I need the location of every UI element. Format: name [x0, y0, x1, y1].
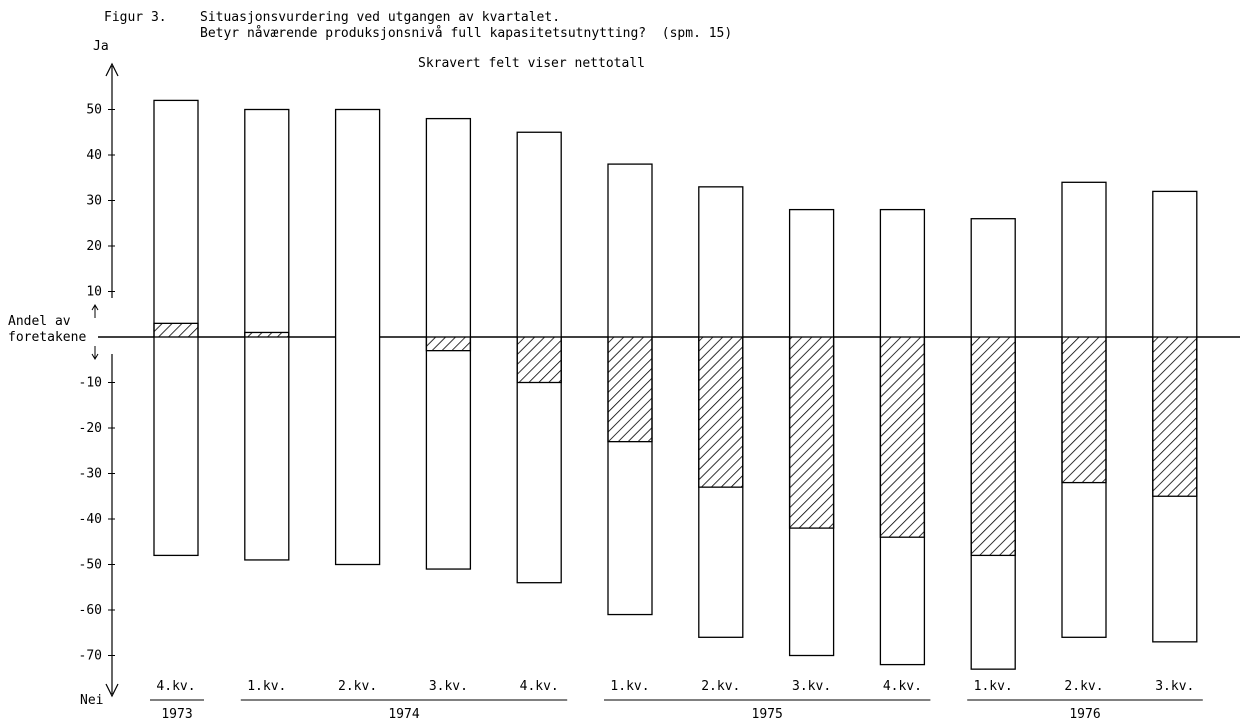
quarter-label: 4.kv. [156, 679, 195, 694]
net-hatch [1152, 336, 1198, 497]
y-tick-label: -10 [79, 376, 102, 391]
y-tick-label: 50 [86, 103, 102, 118]
net-hatch [244, 331, 290, 338]
figure-label: Figur 3. [104, 10, 167, 25]
net-hatch [425, 336, 472, 352]
year-label: 1973 [161, 707, 192, 721]
quarter-label: 2.kv. [701, 679, 740, 694]
y-axis-label-line1: Andel av [8, 314, 71, 329]
net-hatch [879, 336, 926, 538]
y-tick-label: -40 [79, 512, 102, 527]
quarter-label: 3.kv. [792, 679, 831, 694]
chart-subtitle: Betyr nåværende produksjonsnivå full kap… [200, 26, 733, 41]
y-tick-label: 20 [86, 239, 102, 254]
bars [153, 99, 1198, 670]
y-axis-top-arrow [105, 62, 119, 77]
y-tick-label: -20 [79, 421, 102, 436]
net-hatch [153, 322, 199, 338]
y-tick-label: -60 [79, 603, 102, 618]
quarter-label: 3.kv. [1155, 679, 1194, 694]
small-up-arrow-head [91, 304, 99, 311]
quarter-label: 4.kv. [520, 679, 559, 694]
net-hatch [607, 336, 653, 443]
y-tick-label: -30 [79, 467, 102, 482]
quarter-label: 2.kv. [338, 679, 377, 694]
axis-bottom-label: Nei [80, 693, 104, 708]
quarter-label: 3.kv. [429, 679, 468, 694]
quarter-label: 2.kv. [1064, 679, 1103, 694]
small-down-arrow-head [91, 353, 99, 360]
y-tick-label: 40 [86, 148, 102, 163]
x-labels: 4.kv. 1.kv. 2.kv. 3.kv. 4.kv. 1.kv. 2.kv. 3.kv.… [150, 679, 1203, 721]
year-label: 1976 [1069, 707, 1100, 721]
net-hatch [516, 336, 562, 384]
y-axis-label-line2: foretakene [8, 330, 87, 345]
chart-title: Situasjonsvurdering ved utgangen av kvar… [200, 10, 561, 25]
y-tick-label: 30 [86, 194, 102, 209]
net-hatch [1061, 336, 1107, 484]
y-tick-label: 10 [86, 285, 102, 300]
quarter-label: 4.kv. [883, 679, 922, 694]
axis-top-label: Ja [93, 39, 109, 54]
quarter-label: 1.kv. [974, 679, 1013, 694]
quarter-label: 1.kv. [610, 679, 649, 694]
y-tick-label: -50 [79, 558, 102, 573]
net-hatch [698, 336, 744, 488]
chart-annotation: Skravert felt viser nettotall [418, 56, 645, 71]
y-axis-bottom-arrow [105, 683, 119, 698]
bar-outline [334, 108, 381, 566]
quarter-label: 1.kv. [247, 679, 286, 694]
net-hatch [788, 336, 835, 529]
net-hatch [970, 336, 1016, 557]
year-label: 1975 [752, 707, 783, 721]
y-tick-label: -70 [79, 649, 102, 664]
year-label: 1974 [388, 707, 419, 721]
